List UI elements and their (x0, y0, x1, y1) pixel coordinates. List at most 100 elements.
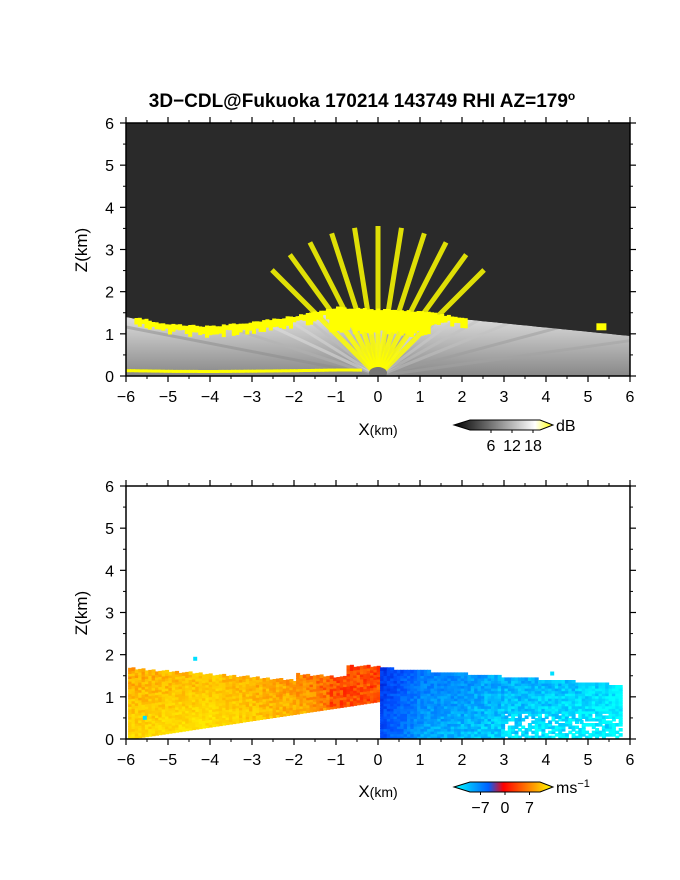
snr-strong-beam (307, 241, 381, 376)
velocity-cell (403, 710, 408, 714)
velocity-cell (386, 710, 391, 714)
velocity-cell (501, 687, 506, 692)
velocity-cell (218, 697, 223, 701)
velocity-cell (534, 697, 539, 702)
velocity-cell (329, 688, 334, 692)
velocity-cell (511, 728, 516, 732)
velocity-cell (396, 720, 401, 724)
snr-ground-echo (147, 369, 152, 373)
velocity-cell (349, 674, 354, 679)
velocity-cell (413, 710, 418, 714)
velocity-cell (487, 712, 492, 717)
velocity-cell (339, 684, 344, 688)
velocity-cell (329, 695, 334, 700)
velocity-cell (208, 724, 213, 728)
velocity-cell (450, 680, 455, 684)
velocity-cell (205, 722, 210, 726)
velocity-cell (286, 694, 290, 699)
velocity-cell (148, 687, 153, 692)
velocity-cell (383, 687, 388, 692)
snr-strong-echo (460, 317, 465, 328)
velocity-cell (155, 673, 159, 678)
velocity-cell (430, 672, 435, 676)
velocity-cell (296, 710, 301, 715)
velocity-cell (507, 728, 512, 732)
velocity-cell (430, 680, 435, 684)
snr-strong-echo (289, 316, 293, 329)
velocity-cell (538, 725, 542, 730)
velocity-cell (517, 723, 522, 727)
velocity-cell (161, 698, 166, 702)
velocity-cell (427, 672, 432, 676)
velocity-field (128, 656, 623, 739)
snr-ground-echo (155, 369, 161, 373)
velocity-cell (161, 713, 166, 717)
velocity-cell (151, 727, 156, 732)
velocity-cell (430, 687, 435, 692)
velocity-cell (299, 687, 304, 692)
velocity-cell (386, 697, 391, 702)
velocity-cell (504, 680, 509, 684)
velocity-cell (323, 686, 327, 691)
velocity-cell (171, 711, 176, 716)
velocity-cell (407, 680, 411, 684)
velocity-cell (380, 717, 385, 722)
velocity-cell (205, 681, 210, 686)
velocity-cell (390, 728, 395, 732)
velocity-cell (457, 702, 462, 707)
velocity-cell (383, 680, 388, 684)
velocity-cell (548, 687, 553, 692)
velocity-cell (228, 708, 233, 712)
velocity-cell (326, 691, 331, 695)
velocity-cell (292, 681, 297, 685)
velocity-cell (222, 709, 227, 713)
velocity-cell (467, 690, 472, 694)
velocity-cell (407, 687, 411, 692)
velocity-cell (417, 669, 422, 674)
velocity-cell (168, 674, 173, 678)
velocity-cell (148, 707, 153, 712)
velocity-cell (517, 728, 522, 732)
velocity-cell (168, 725, 173, 729)
velocity-cell (205, 699, 210, 703)
velocity-cell (212, 723, 217, 728)
velocity-cell (390, 707, 395, 712)
velocity-cell (450, 720, 455, 724)
velocity-cell (245, 700, 250, 705)
velocity-cell (242, 693, 247, 698)
velocity-cell (480, 717, 485, 722)
velocity-cell (235, 709, 240, 714)
velocity-cell (178, 726, 183, 730)
velocity-cell (430, 735, 435, 739)
velocity-cell (191, 688, 196, 693)
velocity-cell (205, 724, 210, 729)
velocity-cell (275, 686, 280, 690)
velocity-cell (292, 696, 297, 700)
velocity-cell (346, 685, 351, 690)
velocity-cell (252, 702, 257, 706)
velocity-cell (494, 715, 499, 719)
velocity-cell (195, 688, 200, 692)
velocity-cell (433, 690, 438, 694)
velocity-cell (383, 717, 388, 722)
velocity-cell (323, 676, 327, 680)
velocity-cell (292, 688, 297, 693)
velocity-cell (255, 709, 260, 713)
velocity-cell (501, 705, 506, 709)
velocity-cell (450, 730, 455, 735)
velocity-cell (128, 683, 133, 687)
velocity-cell (551, 728, 556, 732)
velocity-cell (175, 675, 180, 680)
velocity-cell (413, 730, 418, 735)
velocity-cell (403, 730, 408, 735)
velocity-cell (440, 710, 445, 714)
velocity-cell (306, 676, 311, 680)
velocity-cell (460, 730, 465, 735)
velocity-cell (400, 692, 405, 697)
velocity-cell (440, 702, 445, 707)
velocity-cell (252, 714, 257, 719)
velocity-cell (138, 724, 143, 729)
velocity-cell (228, 685, 233, 690)
velocity-cell (396, 715, 401, 719)
